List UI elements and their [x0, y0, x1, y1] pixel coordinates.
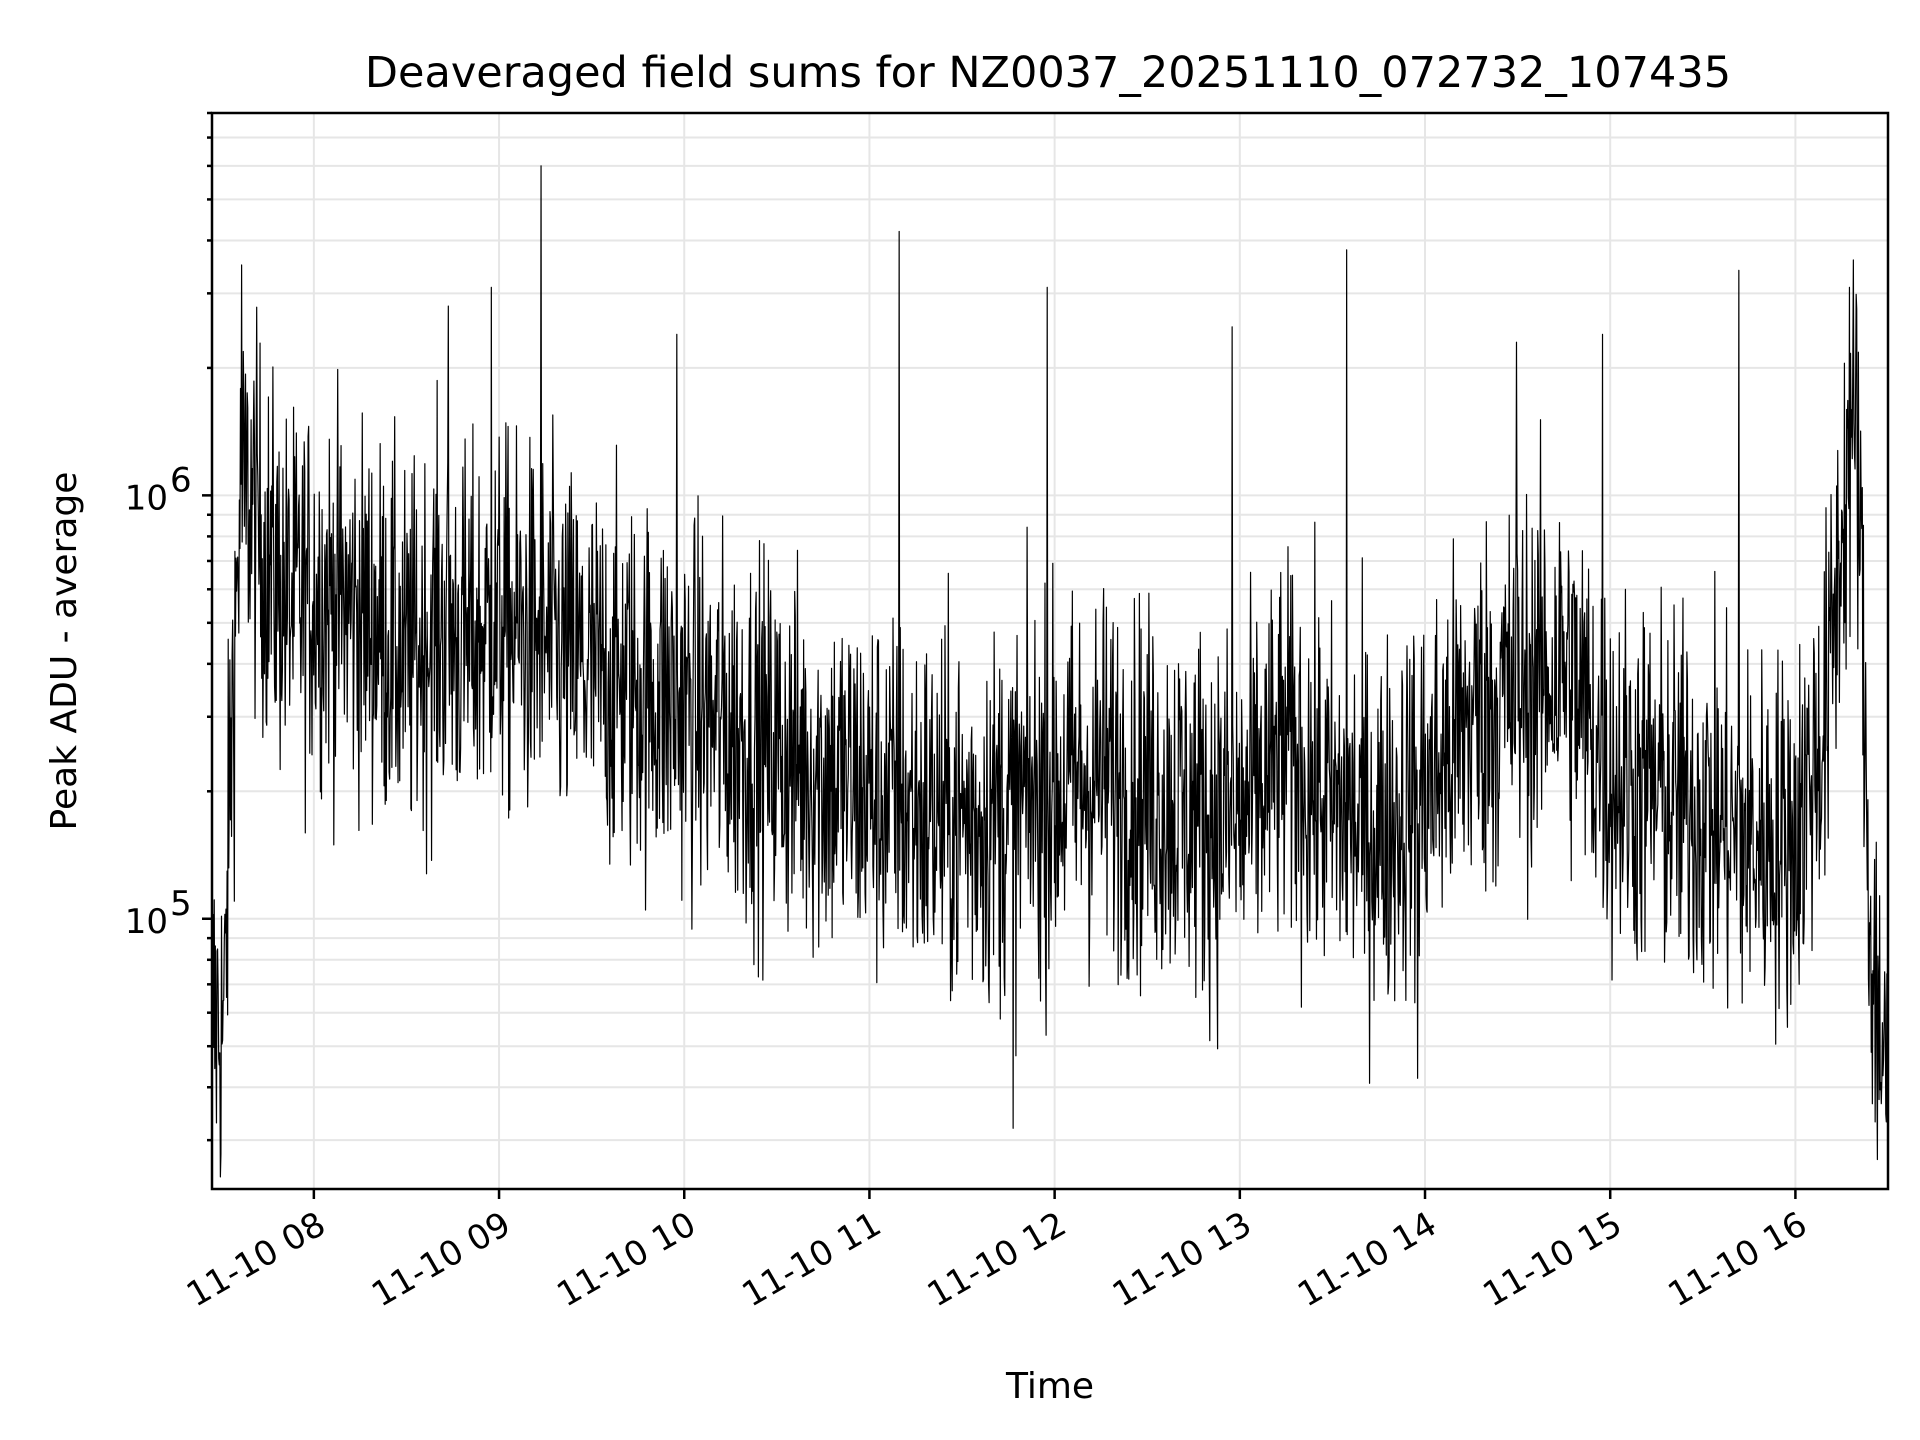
x-tick-label: 11-10 10: [550, 1204, 702, 1315]
y-tick-exponent: 6: [170, 460, 192, 500]
x-tick-label: 11-10 13: [1106, 1204, 1258, 1315]
x-tick-label: 11-10 14: [1291, 1204, 1443, 1315]
chart-title: Deaveraged field sums for NZ0037_2025111…: [365, 48, 1731, 98]
x-tick-label: 11-10 08: [180, 1204, 332, 1315]
x-tick-label: 11-10 11: [736, 1204, 888, 1315]
plot-frame: [210, 111, 1890, 1191]
y-tick-label: 10: [125, 478, 168, 518]
x-tick-label: 11-10 15: [1476, 1204, 1628, 1315]
series-layer: [211, 165, 1889, 1178]
x-axis-label: Time: [1005, 1366, 1094, 1407]
x-tick-label: 11-10 09: [365, 1204, 517, 1315]
series-line: [211, 165, 1889, 1178]
y-axis-label: Peak ADU - average: [44, 472, 85, 831]
y-tick-label: 10: [125, 902, 168, 942]
x-tick-label: 11-10 16: [1662, 1204, 1814, 1315]
x-tick-label: 11-10 12: [921, 1204, 1073, 1315]
y-tick-exponent: 5: [170, 884, 192, 924]
